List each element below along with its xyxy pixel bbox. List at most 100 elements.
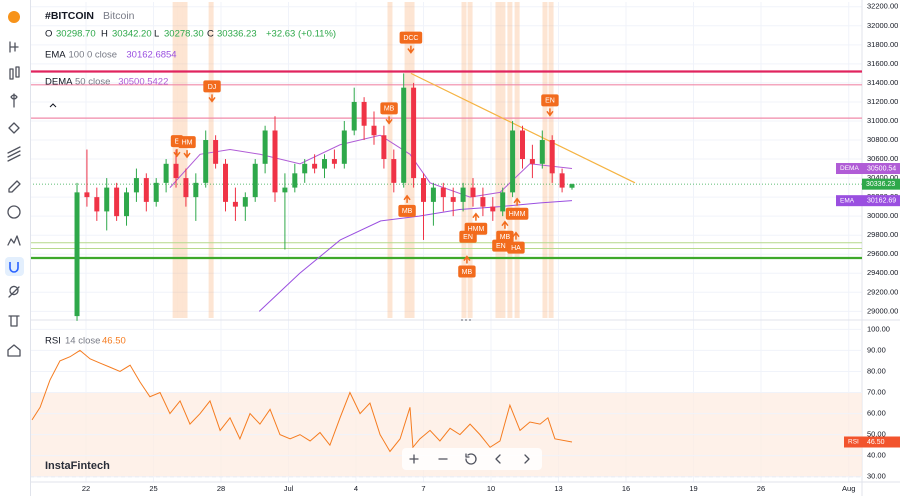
candle-body <box>490 206 496 212</box>
pane-handle <box>469 319 471 321</box>
pattern-highlight <box>387 2 393 318</box>
indicator-params: 50 close <box>75 77 110 88</box>
ma-line <box>258 200 573 312</box>
fib-tool[interactable] <box>7 146 21 162</box>
price-tag <box>862 178 900 190</box>
pattern-tool[interactable] <box>7 235 21 246</box>
y-tick-label: 32200.00 <box>867 2 898 11</box>
brush-tool[interactable] <box>8 180 21 193</box>
pattern-label-text: HMM <box>509 211 526 218</box>
candle-body <box>143 178 149 202</box>
pattern-arrow <box>512 231 520 240</box>
y-tick-label: 30800.00 <box>867 135 898 144</box>
candle-body <box>84 192 90 198</box>
ma-line <box>169 134 573 198</box>
shapes-tool[interactable] <box>8 122 20 134</box>
ohlc-name: O <box>45 29 52 40</box>
bars-tool[interactable] <box>9 66 20 80</box>
magnet-bg[interactable] <box>5 257 24 276</box>
y-tick-label: 31600.00 <box>867 59 898 68</box>
candle-body <box>391 159 397 183</box>
y-tick-label: 29800.00 <box>867 230 898 239</box>
ohlc-value: 30336.23 <box>217 29 257 40</box>
indicator-name: EMA <box>45 50 66 61</box>
y-tick-label: 30.00 <box>867 472 886 481</box>
pattern-highlight <box>507 2 513 318</box>
crosshair-tool[interactable] <box>9 41 19 53</box>
indicators-tool[interactable] <box>10 93 18 108</box>
candle-body <box>559 173 565 188</box>
ohlc-value: 30342.20 <box>112 29 152 40</box>
candle-body <box>569 184 575 188</box>
pattern-label <box>178 136 196 149</box>
watermark: InstaFintech <box>45 460 110 472</box>
candle-body <box>252 163 258 198</box>
candle-body <box>114 187 120 217</box>
pattern-label <box>492 239 510 252</box>
candle-body <box>213 140 219 164</box>
candle-body <box>292 173 298 188</box>
candle-body <box>351 101 357 131</box>
indicator-params: 100 0 close <box>69 50 118 61</box>
y-tick-label: 30000.00 <box>867 211 898 220</box>
plot <box>30 70 862 453</box>
emoji-tool[interactable] <box>7 205 21 219</box>
pattern-label-text: EN <box>545 98 555 105</box>
candle-body <box>411 87 417 179</box>
reset[interactable] <box>465 453 477 465</box>
pattern-label <box>203 80 221 93</box>
x-tick-label: 16 <box>622 484 630 493</box>
indicator-value: 30162.6854 <box>126 50 176 61</box>
candle-body <box>341 130 347 164</box>
pattern-arrow <box>385 116 393 125</box>
indicator-name: RSI <box>45 336 61 347</box>
pattern-label <box>505 207 529 220</box>
x-tick-label: 22 <box>82 484 90 493</box>
candle-body <box>430 187 436 202</box>
pattern-label <box>459 230 477 243</box>
candle-body <box>421 178 427 202</box>
candle-body <box>510 130 516 193</box>
scroll-left[interactable] <box>495 454 501 464</box>
ohlc-name: L <box>154 29 159 40</box>
candle-body <box>133 178 139 193</box>
scroll-right[interactable] <box>524 454 530 464</box>
pattern-highlight <box>461 2 467 318</box>
rsi-line <box>31 349 573 453</box>
candle-body <box>153 182 159 202</box>
indicator-value: 46.50 <box>102 336 126 347</box>
x-tick-label: 19 <box>689 484 697 493</box>
y-tick-label: 31800.00 <box>867 40 898 49</box>
y-tick-label: 60.00 <box>867 409 886 418</box>
candle-body <box>371 125 377 136</box>
zoom-in[interactable] <box>409 454 419 464</box>
y-tick-label: 30400.00 <box>867 173 898 182</box>
x-tick-label: 25 <box>149 484 157 493</box>
pattern-highlight <box>467 2 473 318</box>
indicator-params: 14 close <box>65 336 100 347</box>
indicator-value: 30500.5422 <box>118 77 168 88</box>
symbol-icon[interactable] <box>8 11 20 23</box>
pattern-highlight <box>500 2 506 318</box>
candle-body <box>312 163 318 169</box>
trash-tool[interactable] <box>8 315 20 327</box>
indicator-name: DEMA <box>45 77 73 88</box>
pattern-highlight <box>514 2 520 318</box>
pattern-arrow <box>183 150 191 159</box>
zoom-controls <box>402 448 542 470</box>
ohlc-name: H <box>101 29 108 40</box>
candle-body <box>549 140 555 174</box>
ohlc-name: C <box>207 29 214 40</box>
candle-body <box>331 159 337 164</box>
pattern-arrow <box>501 220 509 229</box>
collapse-icon[interactable] <box>49 103 57 108</box>
magnet-tool[interactable] <box>9 262 19 273</box>
x-tick-label: 4 <box>354 484 358 493</box>
pattern-label-text: MB <box>402 208 413 215</box>
lock-tool[interactable] <box>8 285 20 298</box>
home-tool[interactable] <box>7 344 21 357</box>
candle-body <box>242 197 248 207</box>
pattern-label <box>399 31 423 44</box>
y-tick-label: 31000.00 <box>867 116 898 125</box>
